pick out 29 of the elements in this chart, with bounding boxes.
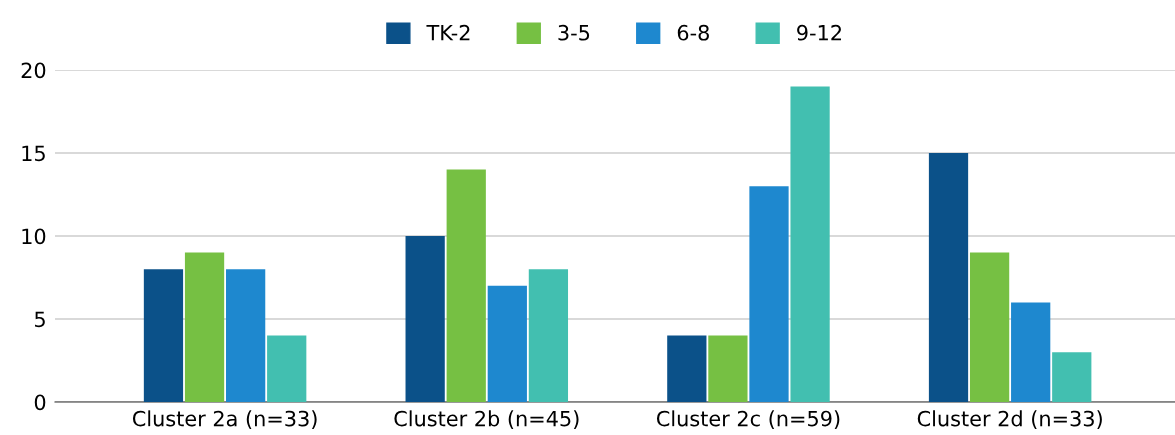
bar: [790, 86, 830, 402]
bar: [667, 335, 707, 402]
y-tick-label: 5: [35, 311, 45, 328]
y-tick-label: 15: [22, 145, 45, 162]
x-tick-label: Cluster 2c (n=59): [656, 410, 840, 429]
bar: [969, 252, 1010, 402]
bar: [226, 269, 266, 402]
legend-label: 9-12: [797, 24, 841, 41]
legend-label: TK-2: [426, 24, 470, 41]
bar: [267, 335, 307, 402]
bar: [184, 252, 225, 402]
bar: [487, 285, 527, 402]
bar: [928, 153, 969, 402]
bar: [405, 236, 445, 402]
y-tick-label: 20: [21, 62, 46, 79]
bar: [143, 269, 184, 402]
y-tick-label: 0: [34, 394, 46, 411]
bar: [528, 269, 569, 402]
bar: [708, 335, 748, 402]
legend-label: 6-8: [677, 24, 709, 41]
y-tick-label: 10: [22, 228, 46, 245]
bar: [1011, 302, 1051, 402]
bar: [749, 186, 789, 402]
bar: [1052, 352, 1092, 402]
x-tick-label: Cluster 2b (n=45): [394, 410, 579, 429]
x-tick-label: Cluster 2a (n=33): [132, 410, 317, 429]
legend-label: 3-5: [558, 24, 590, 41]
x-tick-label: Cluster 2d (n=33): [917, 410, 1102, 429]
bar: [446, 169, 486, 402]
